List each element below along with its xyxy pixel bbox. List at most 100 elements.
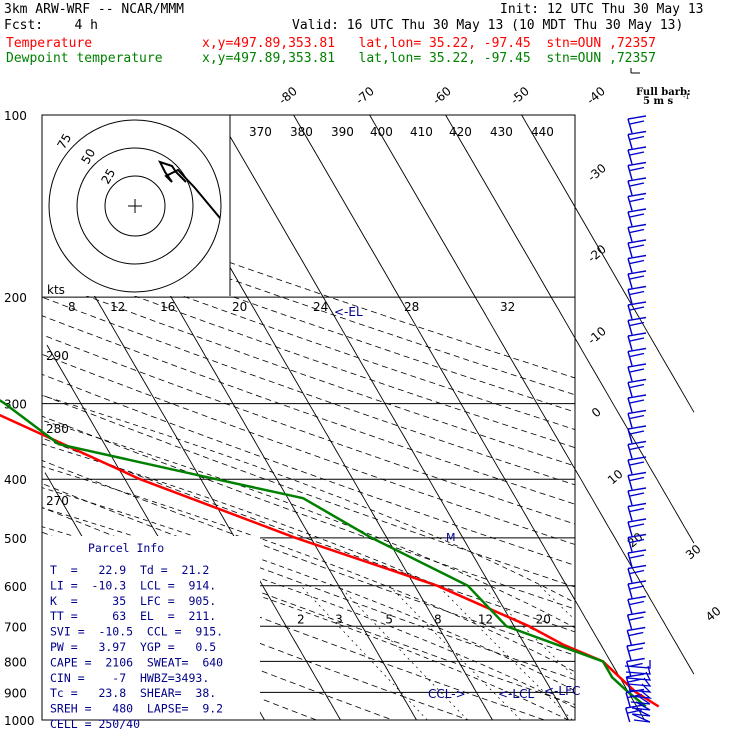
- wind-barb: [626, 626, 646, 645]
- wind-barb-path: [627, 130, 647, 149]
- wind-barb: [627, 223, 647, 242]
- dry-adiabat: [42, 373, 575, 566]
- parcel-info-row: CELL = 250/40: [50, 717, 140, 731]
- wind-barb-path: [627, 580, 647, 599]
- init-time: Init: 12 UTC Thu 30 May 13: [500, 2, 704, 17]
- wind-barb-low: [628, 683, 652, 693]
- temperature-right-label: 30: [683, 542, 704, 563]
- temperature-top-label: -50: [508, 84, 532, 107]
- temperature-legend-label: Temperature: [6, 36, 93, 51]
- moist-adiabat: [42, 443, 575, 652]
- wind-barb-path: [627, 518, 647, 537]
- wind-barb: [627, 316, 647, 335]
- hodograph-ring-label-75: 75: [54, 131, 74, 151]
- isotherm-line: [65, 114, 417, 721]
- wind-barb-path: [627, 254, 647, 273]
- isotherm-line: [521, 114, 695, 413]
- theta-label: 420: [449, 125, 472, 139]
- wind-barb: [627, 595, 647, 614]
- dry-adiabat: [42, 315, 575, 505]
- wind-barb-low: [626, 671, 652, 681]
- wind-barb-path: [626, 626, 646, 645]
- mu-marker: M: [446, 531, 456, 544]
- wind-barb: [627, 425, 647, 444]
- temperature-profile: [0, 413, 660, 708]
- mixing-ratio-label: 5: [385, 612, 393, 626]
- wind-barb-path: [626, 611, 646, 630]
- wind-barb-path: [627, 177, 647, 196]
- wind-barb: [627, 549, 647, 568]
- parcel-info-row: PW = 3.97 YGP = 0.5: [50, 640, 216, 654]
- theta-left-label: 280: [46, 422, 69, 436]
- dry-adiabat: [42, 415, 575, 610]
- valid-time: Valid: 16 UTC Thu 30 May 13 (10 MDT Thu …: [292, 18, 684, 33]
- plot-frame: [41, 114, 576, 721]
- wind-barb: [627, 332, 647, 351]
- wind-barb-path: [627, 425, 647, 444]
- mixing-ratio-line: [389, 585, 522, 720]
- wind-barb: [627, 301, 647, 320]
- wind-barb: [627, 456, 647, 475]
- mixing-ratio-label: 8: [434, 612, 442, 626]
- mixing-ratio-label: 20: [536, 612, 551, 626]
- wind-barb-path: [627, 409, 647, 428]
- profiles: [0, 399, 660, 708]
- mixing-ratio-line: [300, 585, 428, 720]
- wind-barb: [626, 611, 646, 630]
- wind-barb: [627, 161, 647, 180]
- theta-label: 380: [290, 125, 313, 139]
- wind-barb-path: [627, 549, 647, 568]
- hodograph-ring-label-50: 50: [78, 146, 98, 166]
- wind-barb-path: [627, 347, 647, 366]
- wind-barb: [627, 254, 647, 273]
- dry-adiabat: [42, 459, 575, 656]
- forecast-hour: Fcst: 4 h: [4, 18, 98, 33]
- parcel-info-row: SVI = -10.5 CCL = 915.: [50, 625, 223, 639]
- temperature-top-label: -70: [353, 84, 377, 107]
- el-marker: <-EL: [334, 305, 363, 319]
- theta-label: 410: [410, 125, 433, 139]
- wind-barb-path: [627, 363, 647, 382]
- dewpoint-legend-info: x,y=497.89,353.81 lat,lon= 35.22, -97.45…: [202, 51, 656, 66]
- hodograph-ring-75: [48, 119, 222, 293]
- wind-barb-low: [629, 689, 653, 699]
- pressure-tick-label: 900: [4, 686, 27, 700]
- hodograph-trace: [158, 160, 221, 219]
- wind-barb-path: [627, 502, 647, 521]
- wind-barb: [627, 146, 647, 165]
- temperature-right-label: 40: [703, 604, 724, 625]
- wind-barb: [627, 177, 647, 196]
- wind-barb-path: [627, 239, 647, 258]
- temperature-top-label: -40: [584, 84, 608, 107]
- hodograph-ring-50: [76, 147, 194, 265]
- hodograph-ring-25: [104, 175, 166, 237]
- wind-barb: [627, 487, 647, 506]
- wind-barb: [627, 394, 647, 413]
- parcel-info: Parcel Info T = 22.9 Td = 21.2LI = -10.3…: [50, 541, 223, 731]
- wind-barb-path: [627, 378, 647, 397]
- pressure-tick-label: 500: [4, 532, 27, 546]
- lfc-marker: <-LFC: [544, 684, 580, 698]
- temperature-right-label: -30: [585, 161, 609, 184]
- hodograph-speed-label: 32: [500, 300, 515, 314]
- wind-barb-path: [627, 394, 647, 413]
- parcel-info-row: Tc = 23.8 SHEAR= 38.: [50, 686, 216, 700]
- wind-barb-low: [631, 713, 651, 723]
- isotherm-line: [141, 114, 493, 721]
- barb-legend-line1: Full barb:: [636, 87, 691, 98]
- wind-barb-low: [627, 677, 652, 687]
- isotherm-line: [293, 114, 645, 721]
- wind-barb-path: [627, 192, 647, 211]
- wind-barb-path: [627, 285, 647, 304]
- hodograph-speed-label: 24: [313, 300, 328, 314]
- hodograph-center-mark: [128, 199, 142, 213]
- mixing-ratio-line: [437, 585, 573, 720]
- wind-barb-path: [627, 115, 647, 134]
- hodograph-speed-label: 12: [110, 300, 125, 314]
- isotherm-line: [369, 114, 695, 675]
- wind-barb-low: [624, 660, 651, 669]
- pressure-tick-label: 400: [4, 473, 27, 487]
- wind-barb-path: [626, 642, 646, 661]
- wind-barb: [627, 115, 647, 134]
